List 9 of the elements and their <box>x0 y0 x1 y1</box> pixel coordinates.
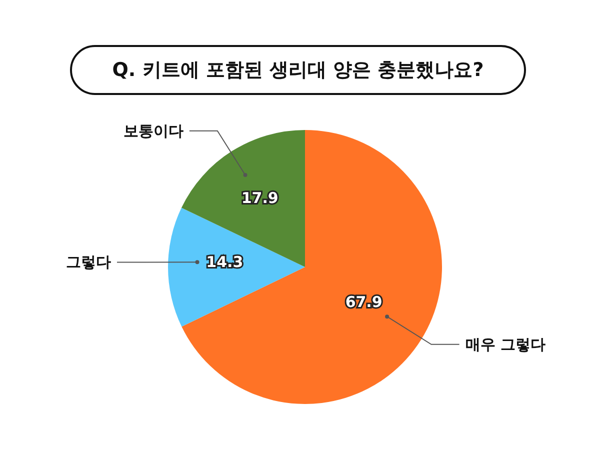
data-label: 14.3 <box>206 253 244 272</box>
slice-label: 매우 그렇다 <box>465 335 546 354</box>
pie-slice <box>168 208 305 327</box>
slice-label: 그렇다 <box>66 253 111 272</box>
pie-slice <box>182 130 442 404</box>
data-label: 67.9 <box>345 293 382 312</box>
data-label: 17.9 <box>241 189 278 208</box>
slice-label: 보통이다 <box>123 122 184 140</box>
chart-title: Q. 키트에 포함된 생리대 양은 충분했나요? <box>70 45 526 95</box>
